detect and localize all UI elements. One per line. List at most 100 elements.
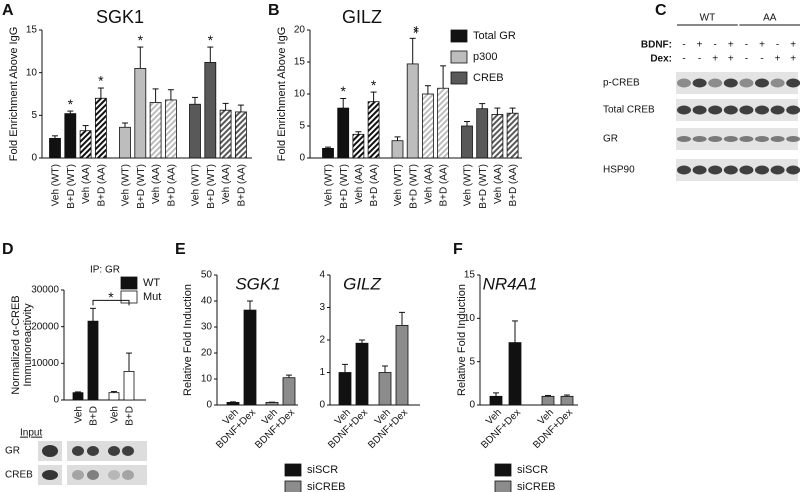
y-axis-label: Fold Enrichment Above IgG xyxy=(8,27,20,162)
blot-band xyxy=(42,445,58,457)
y-tick-label: 10000 xyxy=(31,358,59,369)
blot-band xyxy=(755,78,769,88)
chart-title: GILZ xyxy=(343,274,381,293)
treatment-sign: - xyxy=(682,40,685,51)
y-tick-label: 0 xyxy=(319,400,325,411)
x-tick-label: B+D (AA) xyxy=(167,164,178,207)
bar xyxy=(123,370,135,401)
blot-band xyxy=(723,136,738,142)
legend-swatch xyxy=(284,463,302,477)
chart-title: SGK1 xyxy=(235,274,280,293)
bar xyxy=(149,102,162,159)
panel-letter: D xyxy=(2,241,14,258)
treatment-sign: + xyxy=(712,54,718,65)
blot-band xyxy=(677,105,691,115)
y-tick-label: 5 xyxy=(31,110,37,121)
blot-band xyxy=(87,470,99,480)
y-axis-label: Relative Fold Induction xyxy=(456,284,468,396)
significance: * xyxy=(68,96,74,112)
blot-band xyxy=(108,446,120,456)
y-tick-label: 30 xyxy=(201,322,213,333)
x-tick-label: Veh (AA) xyxy=(221,164,232,204)
x-tick-label: Veh (WT) xyxy=(324,164,335,206)
bar xyxy=(108,392,120,401)
x-tick-label: B+D (AA) xyxy=(508,164,519,207)
bar xyxy=(367,101,380,159)
bar xyxy=(64,113,77,159)
bar xyxy=(378,372,392,406)
x-tick-label: Veh (WT) xyxy=(393,164,404,206)
blot-band xyxy=(770,105,785,115)
y-tick-label: 4 xyxy=(319,270,325,281)
bar xyxy=(226,401,240,406)
legend-swatch xyxy=(494,463,512,477)
y-tick-label: 0 xyxy=(53,395,59,406)
chart-title: NR4A1 xyxy=(483,274,538,293)
bar xyxy=(119,126,131,159)
panel-letter: B xyxy=(268,2,280,19)
treatment-sign: - xyxy=(745,54,748,65)
blot-band xyxy=(122,446,134,456)
legend-swatch xyxy=(494,480,512,492)
comparison-bracket xyxy=(92,299,130,306)
legend-swatch xyxy=(284,480,302,492)
blot-band xyxy=(755,165,769,175)
y-tick-label: 10 xyxy=(464,313,476,324)
x-tick-label: B+D (WT) xyxy=(136,164,147,209)
bar xyxy=(87,320,99,401)
blot-band xyxy=(786,78,800,88)
bar xyxy=(282,377,296,406)
x-tick-label: Veh xyxy=(74,406,85,423)
panel-letter: E xyxy=(175,241,186,258)
x-tick-label: B+D (WT) xyxy=(206,164,217,209)
legend-swatch xyxy=(450,71,468,85)
panel-letter: C xyxy=(655,2,667,19)
y-axis-label: Immunoreactivity xyxy=(22,303,34,387)
bar xyxy=(395,324,409,406)
blot-strip xyxy=(67,465,147,485)
band-label: GR xyxy=(603,134,618,145)
blot-band xyxy=(708,165,723,175)
bar xyxy=(234,111,247,159)
legend-label: Total GR xyxy=(473,30,516,42)
y-tick-label: 10 xyxy=(26,67,38,78)
blot-band xyxy=(739,136,754,142)
blot-band xyxy=(692,136,707,142)
y-tick-label: 0 xyxy=(469,400,475,411)
band-label: p-CREB xyxy=(603,78,640,89)
chart-title: SGK1 xyxy=(96,7,144,27)
significance: * xyxy=(208,32,214,48)
treatment-sign: + xyxy=(790,40,796,51)
y-tick-label: 0 xyxy=(299,153,305,164)
blot-band xyxy=(677,165,691,175)
treatment-sign: - xyxy=(745,40,748,51)
treatment-sign: - xyxy=(760,54,763,65)
x-tick-label: B+D (WT) xyxy=(66,164,77,209)
blot-band xyxy=(786,136,800,142)
bar xyxy=(265,401,279,406)
blot-band xyxy=(739,165,754,175)
legend-swatch xyxy=(450,29,468,43)
y-tick-label: 15 xyxy=(464,270,476,281)
treatment-sign: + xyxy=(790,54,796,65)
group-label: WT xyxy=(700,13,716,24)
x-tick-label: Veh xyxy=(110,406,121,423)
y-tick-label: 50 xyxy=(201,270,213,281)
legend-label: siSCR xyxy=(517,464,548,476)
bar xyxy=(352,133,365,159)
blot-band xyxy=(108,470,120,480)
bar xyxy=(476,108,489,159)
blot-band xyxy=(692,165,707,175)
blot-band xyxy=(677,136,691,142)
band-label: Total CREB xyxy=(603,105,655,116)
treatment-sign: + xyxy=(728,54,734,65)
treatment-label: Dex: xyxy=(650,54,672,65)
bar xyxy=(79,130,92,159)
bar xyxy=(338,372,352,406)
bar xyxy=(437,87,450,159)
blot-band xyxy=(739,105,754,115)
significance: * xyxy=(371,77,377,93)
treatment-sign: + xyxy=(759,40,765,51)
bar xyxy=(337,107,350,159)
